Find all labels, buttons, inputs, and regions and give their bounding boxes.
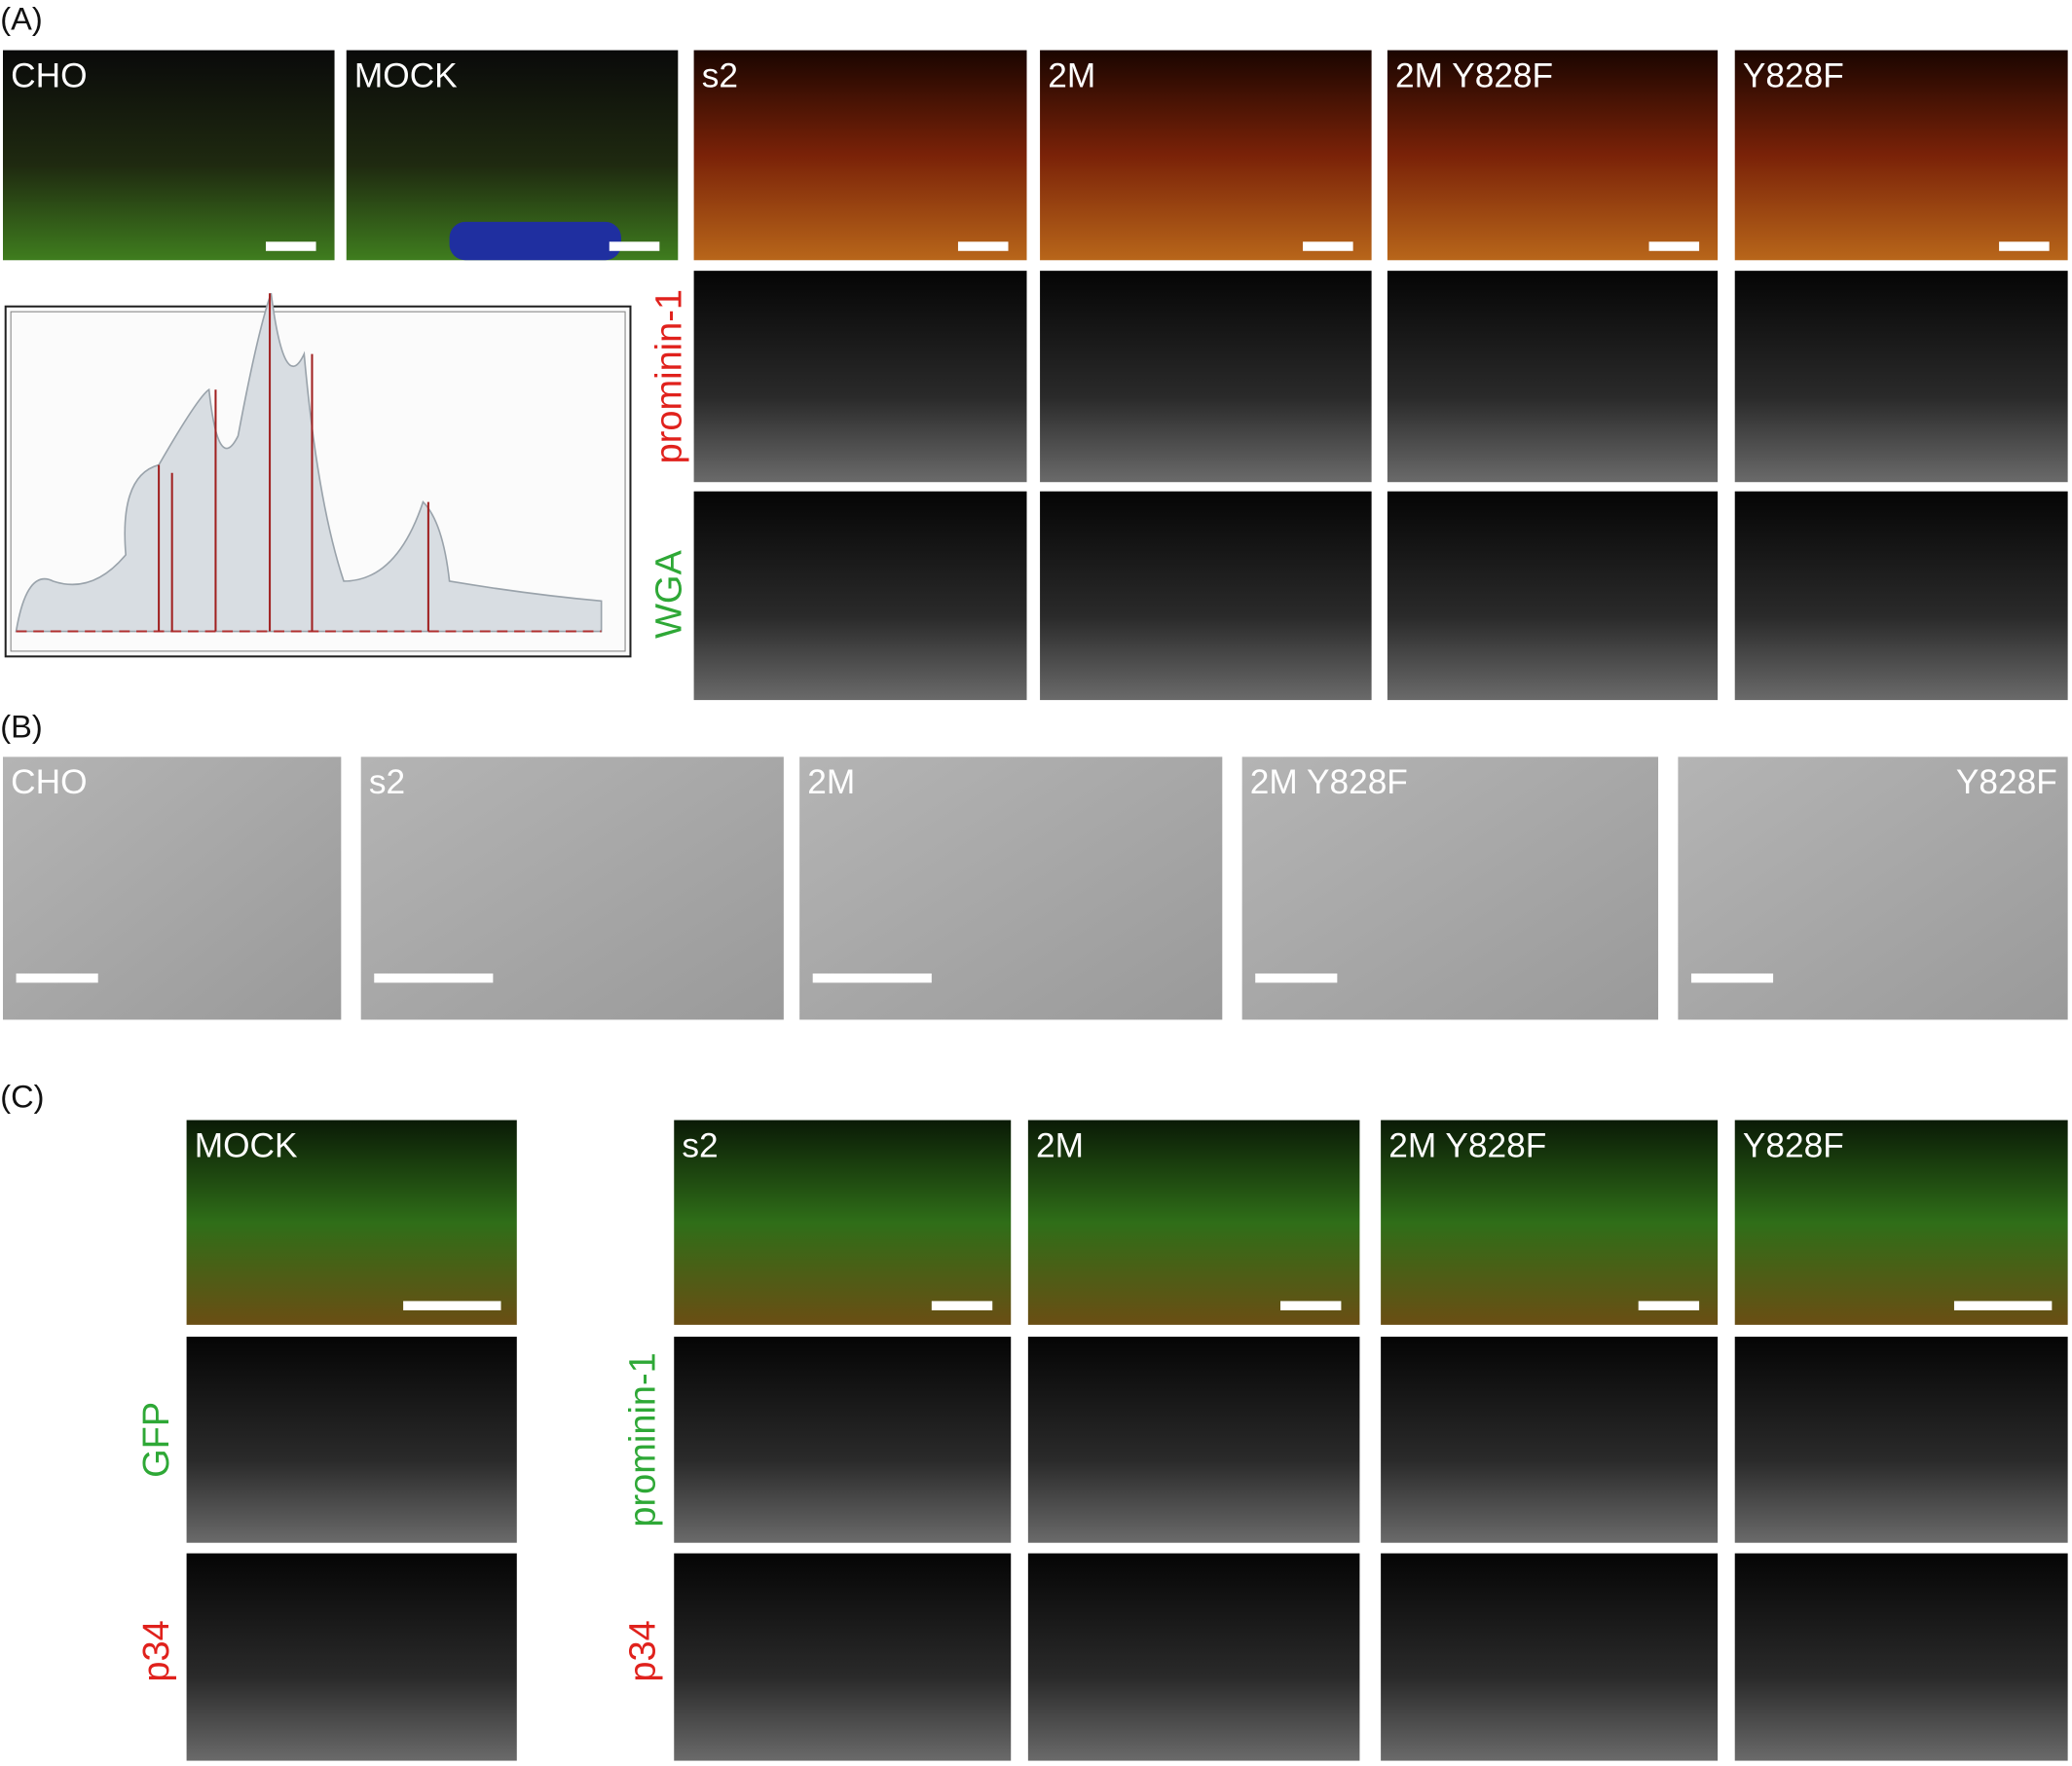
channel-label: prominin-1 bbox=[649, 289, 690, 463]
micrograph bbox=[1734, 1553, 2068, 1761]
panel-label: (C) bbox=[0, 1079, 44, 1114]
nucleus bbox=[449, 221, 621, 261]
image-label: CHO bbox=[11, 763, 87, 801]
micrograph bbox=[1027, 1120, 1360, 1325]
micrograph bbox=[693, 271, 1027, 483]
image-label: 2M bbox=[1036, 1126, 1084, 1164]
channel-label: WGA bbox=[649, 550, 690, 639]
micrograph bbox=[1734, 271, 2068, 483]
scale-bar bbox=[1255, 973, 1338, 983]
micrograph bbox=[186, 1337, 517, 1543]
scale-bar bbox=[1638, 1301, 1700, 1310]
scale-bar bbox=[957, 241, 1009, 251]
micrograph bbox=[1387, 271, 1719, 483]
scale-bar bbox=[374, 973, 494, 983]
scale-bar bbox=[609, 241, 660, 251]
image-label: 2M bbox=[1048, 56, 1095, 94]
image-label: Y828F bbox=[1956, 763, 2057, 801]
micrograph bbox=[693, 491, 1027, 701]
scale-bar bbox=[1690, 973, 1774, 983]
micrograph bbox=[674, 1337, 1012, 1543]
micrograph bbox=[1734, 50, 2068, 261]
image-label: Y828F bbox=[1743, 1126, 1844, 1164]
panel-label: (B) bbox=[0, 710, 42, 745]
micrograph bbox=[1040, 50, 1372, 261]
micrograph bbox=[674, 1120, 1012, 1325]
scale-bar bbox=[931, 1301, 993, 1310]
scale-bar bbox=[266, 241, 316, 251]
scale-bar bbox=[1303, 241, 1353, 251]
micrograph bbox=[674, 1553, 1012, 1761]
micrograph bbox=[1381, 1337, 1719, 1543]
image-label: 2M bbox=[807, 763, 855, 801]
image-label: Y828F bbox=[1743, 56, 1844, 94]
micrograph bbox=[1027, 1337, 1360, 1543]
scale-bar bbox=[1648, 241, 1700, 251]
scale-bar bbox=[1280, 1301, 1342, 1310]
micrograph bbox=[186, 1553, 517, 1761]
micrograph bbox=[1734, 1120, 2068, 1325]
scale-bar bbox=[403, 1301, 501, 1310]
channel-label: p34 bbox=[136, 1620, 177, 1681]
scale-bar bbox=[812, 973, 932, 983]
micrograph bbox=[1387, 50, 1719, 261]
micrograph bbox=[1027, 1553, 1360, 1761]
channel-label: prominin-1 bbox=[622, 1352, 663, 1527]
image-label: CHO bbox=[11, 56, 87, 94]
image-label: s2 bbox=[682, 1126, 718, 1164]
image-label: 2M Y828F bbox=[1388, 1126, 1546, 1164]
micrograph bbox=[186, 1120, 517, 1325]
image-label: MOCK bbox=[195, 1126, 298, 1164]
scale-bar bbox=[16, 973, 98, 983]
image-label: s2 bbox=[702, 56, 738, 94]
channel-label: GFP bbox=[136, 1402, 177, 1478]
image-label: MOCK bbox=[354, 56, 458, 94]
micrograph bbox=[1734, 1337, 2068, 1543]
image-label: 2M Y828F bbox=[1395, 56, 1553, 94]
schematic bbox=[4, 292, 632, 658]
micrograph bbox=[693, 50, 1027, 261]
micrograph bbox=[1387, 491, 1719, 701]
channel-label: p34 bbox=[622, 1620, 663, 1681]
micrograph bbox=[1040, 491, 1372, 701]
micrograph bbox=[1381, 1553, 1719, 1761]
micrograph bbox=[1734, 491, 2068, 701]
image-label: s2 bbox=[369, 763, 405, 801]
scale-bar bbox=[1953, 1301, 2053, 1310]
image-label: 2M Y828F bbox=[1250, 763, 1408, 801]
micrograph bbox=[3, 50, 335, 261]
micrograph bbox=[1381, 1120, 1719, 1325]
scale-bar bbox=[1999, 241, 2050, 251]
panel-label: (A) bbox=[0, 1, 42, 36]
micrograph bbox=[1040, 271, 1372, 483]
